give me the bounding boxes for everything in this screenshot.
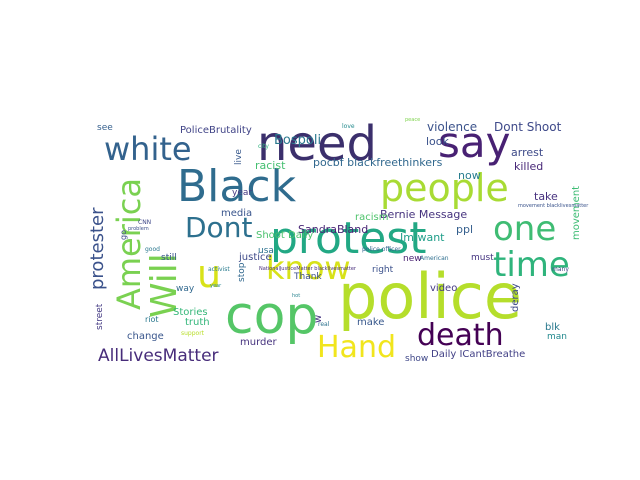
word: protester bbox=[87, 207, 108, 290]
word: street bbox=[95, 303, 105, 330]
word: SandraBland bbox=[298, 223, 368, 236]
word: deray bbox=[510, 283, 521, 312]
word: police officer bbox=[362, 246, 401, 253]
word: city bbox=[258, 143, 269, 150]
word: show bbox=[405, 354, 428, 364]
word: America bbox=[110, 178, 148, 310]
word: people bbox=[380, 166, 509, 210]
word: killed bbox=[514, 160, 543, 173]
word: way bbox=[176, 284, 195, 294]
word: American bbox=[420, 255, 449, 262]
word: pocbf blackfreethinkers bbox=[313, 156, 443, 169]
word: stop bbox=[237, 262, 247, 282]
word: make bbox=[357, 317, 384, 328]
word: new bbox=[403, 254, 422, 264]
word: good bbox=[145, 246, 160, 253]
word: u bbox=[197, 252, 221, 296]
word: go bbox=[119, 230, 128, 240]
word: Stories bbox=[173, 307, 208, 318]
word: video bbox=[430, 283, 457, 294]
word: Dont bbox=[185, 211, 252, 244]
word: see bbox=[97, 123, 113, 133]
word: PoliceBrutality bbox=[180, 125, 252, 136]
word: Daily ICantBreathe bbox=[431, 349, 525, 360]
word: Hand bbox=[317, 330, 396, 365]
word: police bbox=[338, 260, 522, 333]
word: say bbox=[438, 118, 510, 167]
word: hot bbox=[292, 293, 300, 299]
word: now bbox=[458, 169, 481, 182]
word: peace bbox=[405, 117, 420, 123]
word: media bbox=[221, 208, 252, 219]
word: Black bbox=[177, 161, 297, 212]
word: man bbox=[547, 332, 567, 342]
word: violence bbox=[427, 120, 477, 134]
word: protest bbox=[270, 213, 426, 264]
word: Dont Shoot bbox=[494, 120, 562, 134]
word: real bbox=[318, 321, 330, 328]
word: love bbox=[342, 123, 355, 130]
word: year bbox=[232, 188, 252, 198]
word: look bbox=[426, 135, 450, 148]
word: death bbox=[417, 318, 504, 353]
word: year bbox=[210, 283, 222, 289]
word-cloud-area: police need Black cop say people white p… bbox=[87, 116, 589, 366]
word: cop bbox=[225, 286, 318, 346]
word: take bbox=[534, 190, 558, 203]
word: CNN bbox=[138, 219, 151, 226]
word: right bbox=[372, 265, 394, 275]
word: Thank bbox=[293, 272, 322, 282]
word: time bbox=[493, 245, 570, 285]
word: NationalJusticeMatter blacklivesmatter bbox=[259, 266, 357, 272]
word: white bbox=[104, 130, 192, 168]
word: know bbox=[266, 249, 351, 287]
word: Bernie Message bbox=[380, 208, 467, 221]
word: riot bbox=[145, 315, 159, 324]
word: arrest bbox=[511, 146, 544, 159]
word: change bbox=[127, 331, 164, 342]
word: ppl bbox=[456, 223, 473, 236]
word: one bbox=[493, 209, 556, 249]
word: live bbox=[234, 149, 244, 165]
word: movement bbox=[571, 186, 582, 240]
word: truth bbox=[185, 317, 210, 328]
word: activist bbox=[208, 266, 230, 273]
word: w bbox=[313, 315, 324, 323]
word: AllLivesMatter bbox=[98, 346, 219, 366]
word: blk bbox=[545, 322, 560, 333]
word: many bbox=[552, 266, 569, 273]
word: Will bbox=[144, 253, 185, 318]
word: support bbox=[181, 330, 205, 337]
word: need bbox=[257, 116, 377, 172]
word: movement blacklivesmatter bbox=[518, 203, 589, 209]
word: Shoot Daily bbox=[256, 230, 313, 241]
word: Im want bbox=[400, 231, 445, 244]
word: Bospoli bbox=[274, 133, 321, 148]
word: murder bbox=[240, 337, 278, 348]
word: problem bbox=[128, 226, 149, 232]
word: racism bbox=[355, 212, 388, 223]
word: must bbox=[471, 253, 494, 263]
word: racist bbox=[255, 159, 286, 172]
word: justice bbox=[238, 252, 272, 263]
word: usa bbox=[258, 246, 274, 256]
word: still bbox=[161, 253, 177, 263]
